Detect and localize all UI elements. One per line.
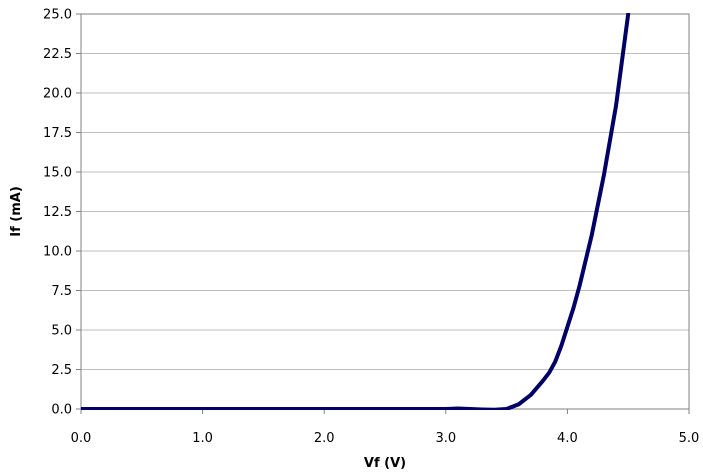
gridlines	[81, 53, 689, 370]
x-axis-title: Vf (V)	[364, 456, 406, 471]
x-tick-label: 5.0	[679, 431, 700, 446]
series-point	[81, 408, 82, 410]
series-point	[445, 408, 447, 410]
series-point	[560, 345, 562, 347]
x-tick-label: 4.0	[557, 431, 578, 446]
x-tick-label: 3.0	[435, 431, 456, 446]
x-tick-label: 0.0	[71, 431, 92, 446]
series-point	[542, 379, 544, 382]
y-tick-label: 20.0	[43, 87, 72, 102]
series-layer	[81, 13, 631, 410]
series-point	[603, 174, 605, 176]
series-point	[481, 408, 483, 410]
y-tick-label: 7.5	[51, 284, 72, 299]
y-tick-label: 2.5	[51, 363, 72, 378]
series-point	[578, 285, 581, 287]
y-tick-label: 17.5	[43, 126, 72, 141]
y-tick-label: 12.5	[43, 205, 72, 220]
series-point	[469, 408, 471, 410]
series-point	[323, 408, 325, 410]
series-point	[262, 408, 264, 410]
x-tick-label: 1.0	[192, 431, 213, 446]
y-tick-label: 25.0	[43, 8, 72, 23]
x-tick-labels: 0.0 1.0 2.0 3.0 4.0 5.0	[71, 431, 700, 446]
series-point	[566, 326, 569, 328]
y-tick-label: 5.0	[51, 324, 72, 339]
y-tick-label: 22.5	[43, 47, 72, 62]
series-point	[591, 234, 593, 236]
y-tick-label: 15.0	[43, 166, 72, 181]
series-point	[141, 408, 143, 410]
series-point	[493, 409, 496, 410]
y-tick-labels: 0.0 2.5 5.0 7.5 10.0 12.5 15.0 17.5 20.0 22.5 25.0	[43, 8, 72, 418]
series-point	[202, 408, 204, 410]
series-point	[518, 403, 520, 405]
series-point	[627, 13, 629, 15]
series-point	[615, 105, 617, 107]
y-tick-label: 10.0	[43, 245, 72, 260]
x-tick-label: 2.0	[314, 431, 335, 446]
y-axis-title: If (mA)	[9, 186, 24, 237]
series-point	[554, 361, 556, 363]
series-point	[530, 394, 532, 396]
y-tick-label: 0.0	[51, 403, 72, 418]
series-point	[548, 372, 550, 374]
series-point	[457, 407, 459, 410]
series-point	[384, 408, 386, 410]
series-point	[506, 408, 508, 410]
series-point	[572, 307, 575, 309]
